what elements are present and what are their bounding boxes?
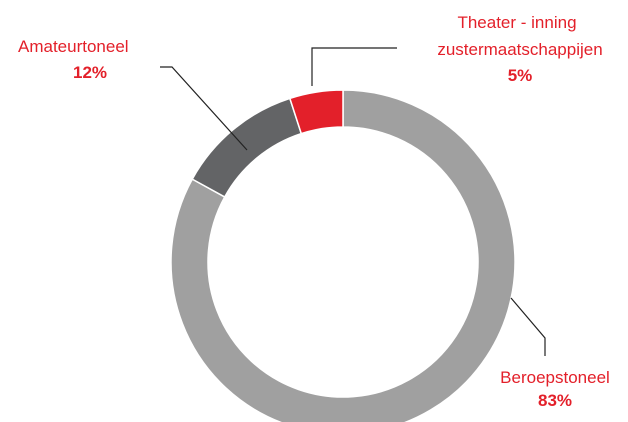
leader-line [160,66,248,151]
category-label: zustermaatschappijen [437,40,602,59]
value-label: 83% [538,391,572,410]
category-label: Beroepstoneel [500,368,610,387]
donut-slice [288,89,344,135]
donut-slice [170,89,516,422]
leader-line [311,47,397,86]
donut-slice [191,97,303,198]
category-label: Amateurtoneel [18,37,129,56]
category-label: Theater - inning [457,13,576,32]
value-label: 5% [508,66,533,85]
value-label: 12% [73,63,107,82]
leader-line [510,297,546,356]
donut [170,89,516,422]
